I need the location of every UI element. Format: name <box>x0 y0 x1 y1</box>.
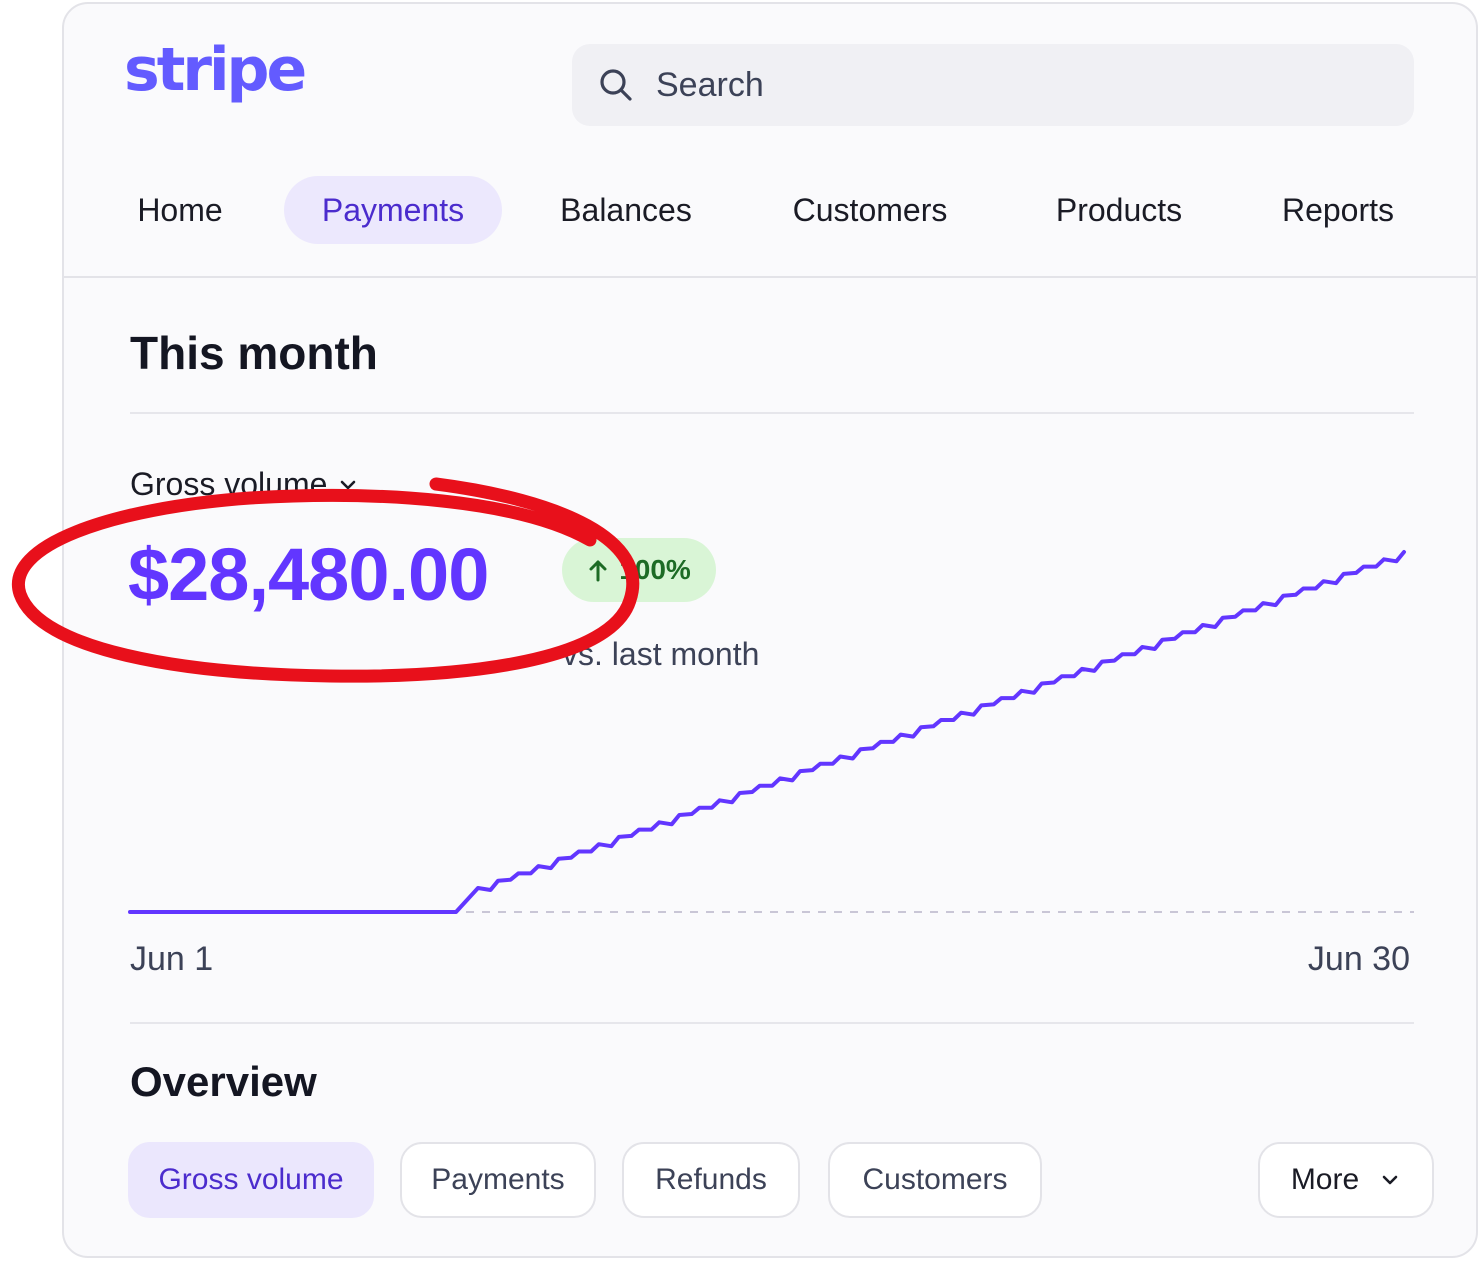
section-divider <box>130 412 1414 414</box>
section-divider <box>130 1022 1414 1024</box>
search-icon <box>600 69 632 101</box>
more-dropdown-button[interactable]: More <box>1258 1142 1434 1218</box>
nav-payments[interactable]: Payments <box>284 176 502 244</box>
chevron-down-icon <box>341 480 356 489</box>
search-placeholder: Search <box>656 65 764 104</box>
change-badge: 100% <box>562 538 716 602</box>
comparison-label: vs. last month <box>562 636 760 672</box>
arrow-up-icon <box>589 560 607 582</box>
overview-tab-customers[interactable]: Customers <box>828 1142 1042 1218</box>
more-label: More <box>1290 1163 1360 1196</box>
overview-tab-refunds[interactable]: Refunds <box>622 1142 800 1218</box>
chevron-down-icon <box>1382 1175 1398 1185</box>
gross-volume-amount: $28,480.00 <box>128 533 489 616</box>
metric-label: Gross volume <box>130 466 328 502</box>
section-title-overview: Overview <box>130 1058 317 1105</box>
overview-tab-payments[interactable]: Payments <box>400 1142 596 1218</box>
chart-end-date: Jun 30 <box>1307 940 1410 978</box>
nav-reports[interactable]: Reports <box>1281 192 1395 228</box>
change-value: 100% <box>619 554 691 585</box>
dashboard-card: stripe Search Home Payments Balances Cus… <box>62 2 1478 1258</box>
search-bar[interactable]: Search <box>572 44 1414 126</box>
stripe-logo[interactable]: stripe <box>124 35 307 105</box>
nav-home[interactable]: Home <box>137 192 223 228</box>
chart-start-date: Jun 1 <box>130 940 214 978</box>
nav-products[interactable]: Products <box>1055 192 1183 228</box>
nav-balances[interactable]: Balances <box>560 192 692 228</box>
nav-customers[interactable]: Customers <box>792 192 948 228</box>
nav-divider <box>64 276 1476 278</box>
main-nav: Home Payments Balances Customers Product… <box>64 176 1476 244</box>
section-title-this-month: This month <box>130 327 378 379</box>
overview-tab-gross-volume[interactable]: Gross volume <box>128 1142 374 1218</box>
metric-selector[interactable]: Gross volume <box>130 466 359 503</box>
